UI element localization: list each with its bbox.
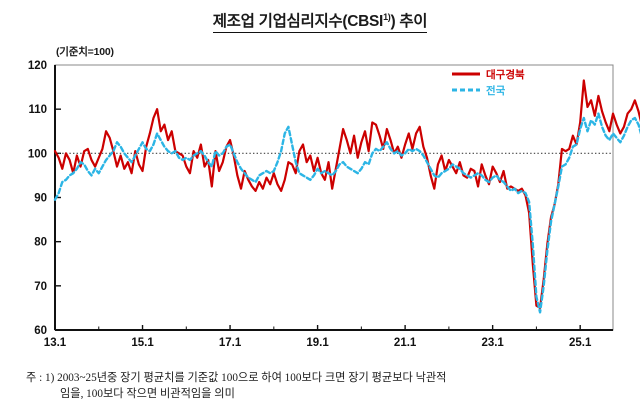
unit-note: (기준치=100) (56, 46, 114, 58)
legend-label-nationwide: 전국 (486, 84, 506, 97)
x-tick-label: 17.1 (219, 337, 242, 349)
y-tick-label: 110 (28, 104, 47, 116)
x-tick-label: 25.1 (569, 337, 592, 349)
y-tick-label: 70 (34, 281, 47, 293)
y-tick-label: 120 (28, 60, 47, 72)
x-tick-label: 23.1 (481, 337, 504, 349)
legend-label-daegu-gyeongbuk: 대구경북 (486, 68, 525, 81)
y-tick-label: 100 (28, 148, 47, 160)
x-tick-label: 15.1 (131, 337, 154, 349)
footnote-line-2: 임을, 100보다 작으면 비관적임을 의미 (60, 388, 235, 400)
y-tick-label: 60 (34, 325, 47, 337)
series-line-nationwide (53, 112, 640, 314)
page-title: 제조업 기업심리지수(CBSI1)) 추이 (0, 9, 640, 33)
y-tick-label: 90 (34, 193, 47, 205)
x-tick-label: 13.1 (44, 337, 67, 349)
footnote-line-1: 주 : 1) 2003~25년중 장기 평균치를 기준값 100으로 하여 10… (26, 372, 447, 384)
plot-frame (54, 64, 614, 331)
x-tick-label: 21.1 (394, 337, 417, 349)
page-title-main: 제조업 기업심리지수(CBSI (212, 13, 384, 30)
page-title-superscript: 1) (383, 11, 391, 22)
page-title-tail: ) 추이 (390, 13, 428, 30)
y-tick-label: 80 (34, 237, 47, 249)
series-line-daegu-gyeongbuk (53, 79, 640, 310)
x-tick-label: 19.1 (306, 337, 329, 349)
footnote: 주 : 1) 2003~25년중 장기 평균치를 기준값 100으로 하여 10… (26, 370, 626, 402)
